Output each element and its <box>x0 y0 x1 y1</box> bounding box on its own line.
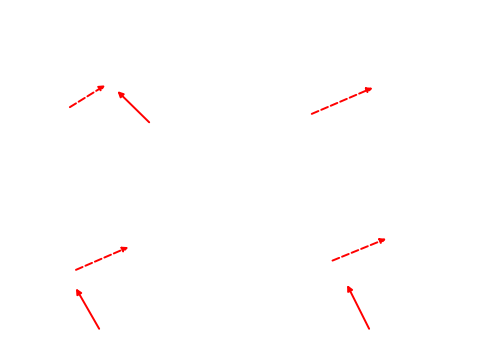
Text: (B): (B) <box>262 10 287 24</box>
Text: (A): (A) <box>14 10 40 24</box>
Text: (D): (D) <box>262 181 288 196</box>
Text: (C): (C) <box>14 181 38 196</box>
